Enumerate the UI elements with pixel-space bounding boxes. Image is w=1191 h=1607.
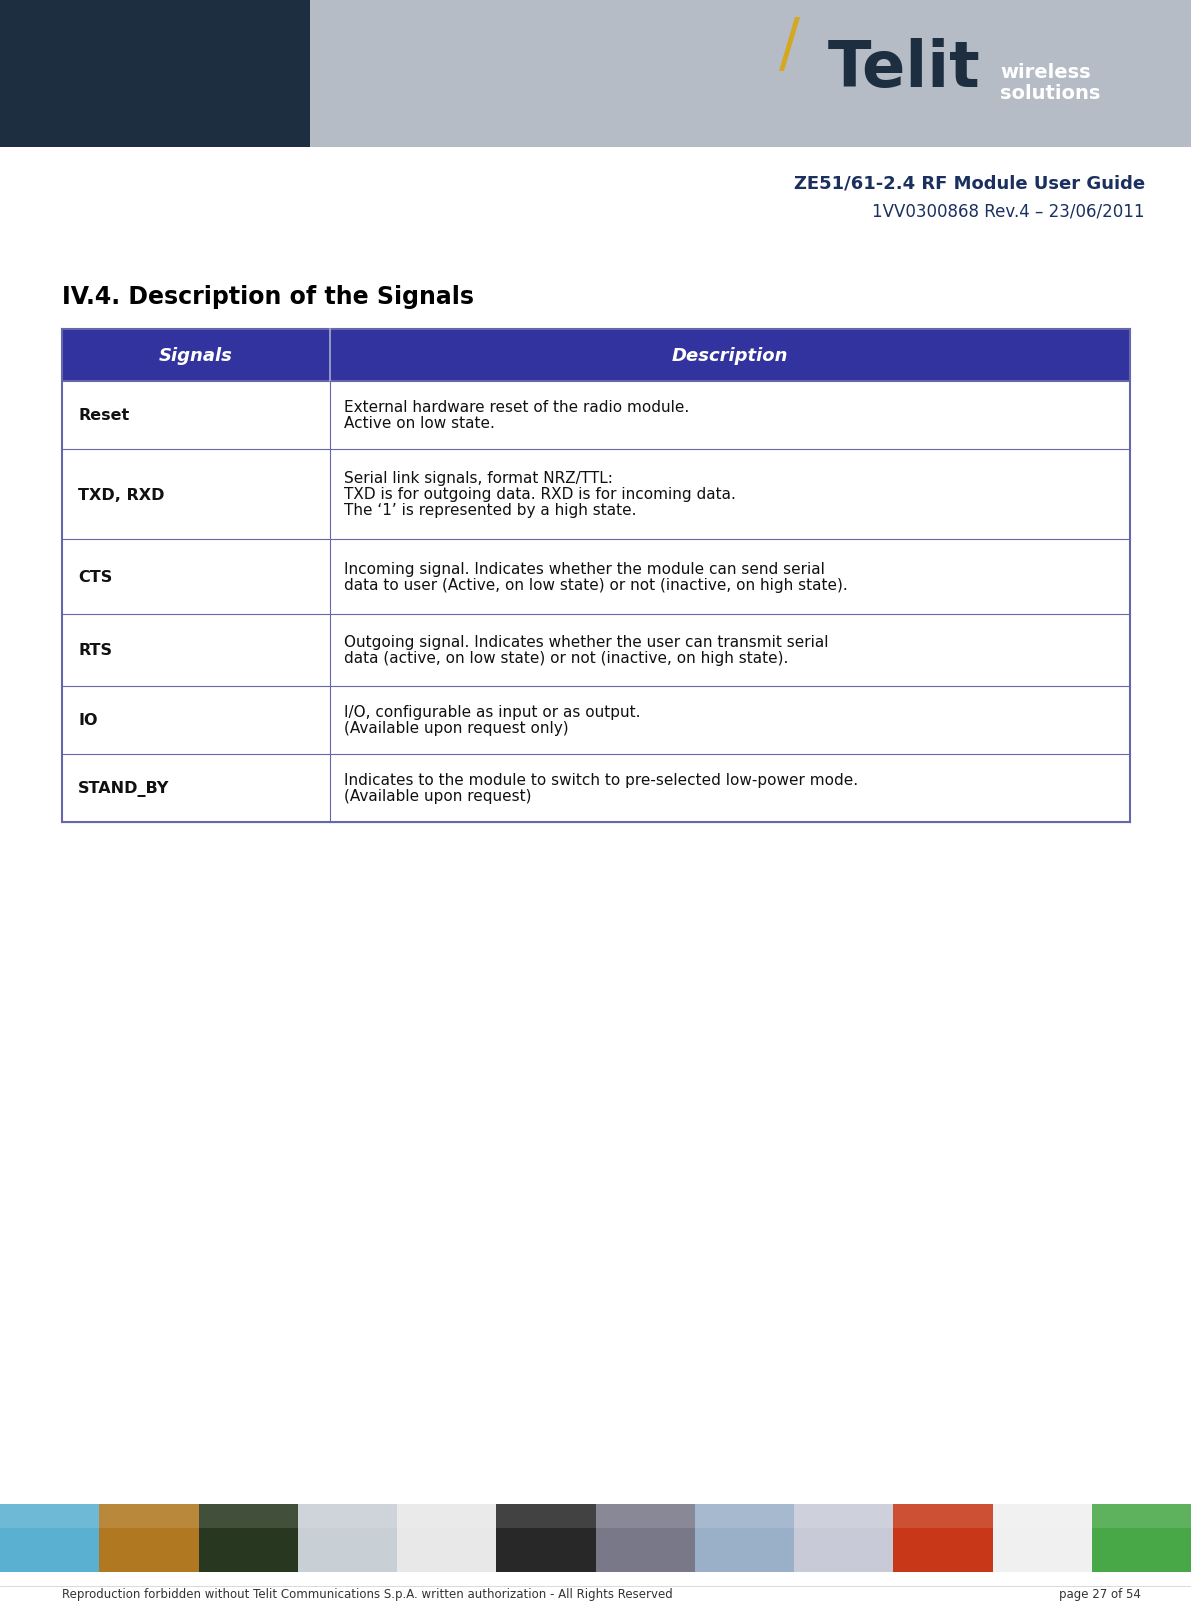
Text: TXD is for outgoing data. RXD is for incoming data.: TXD is for outgoing data. RXD is for inc… [344,487,736,501]
Bar [62,540,1130,614]
Text: I/O, configurable as input or as output.: I/O, configurable as input or as output. [344,705,641,720]
Text: CTS: CTS [77,569,112,585]
Bar [0,1504,99,1572]
Bar [0,1504,99,1528]
Bar [62,614,1130,686]
Bar [497,1504,596,1572]
Bar [310,0,1191,148]
Text: page 27 of 54: page 27 of 54 [1059,1588,1141,1601]
Polygon shape [779,18,800,72]
Text: Indicates to the module to switch to pre-selected low-power mode.: Indicates to the module to switch to pre… [344,773,859,787]
Bar [893,1504,992,1528]
Text: Description: Description [672,347,788,365]
Text: Signals: Signals [160,347,233,365]
Bar [1092,1504,1191,1572]
Bar [298,1504,397,1572]
Text: data (active, on low state) or not (inactive, on high state).: data (active, on low state) or not (inac… [344,651,788,665]
Bar [199,1504,298,1528]
Bar [62,382,1130,450]
Bar [794,1504,893,1528]
Bar [694,1504,794,1528]
Text: 1VV0300868 Rev.4 – 23/06/2011: 1VV0300868 Rev.4 – 23/06/2011 [873,202,1145,220]
Text: STAND_BY: STAND_BY [77,781,169,797]
Text: RTS: RTS [77,643,112,659]
Bar [99,1504,199,1572]
Bar [298,1504,397,1528]
Bar [596,1504,694,1528]
Text: Outgoing signal. Indicates whether the user can transmit serial: Outgoing signal. Indicates whether the u… [344,635,829,651]
Text: IV.4. Description of the Signals: IV.4. Description of the Signals [62,284,474,309]
Text: Reset: Reset [77,408,130,423]
Text: wireless: wireless [1000,63,1091,82]
Text: (Available upon request): (Available upon request) [344,789,531,804]
Bar [992,1504,1092,1528]
Bar [0,0,310,148]
Bar [497,1504,596,1528]
Bar [1092,1504,1191,1528]
Text: External hardware reset of the radio module.: External hardware reset of the radio mod… [344,400,690,415]
Text: Serial link signals, format NRZ/TTL:: Serial link signals, format NRZ/TTL: [344,471,613,487]
Bar [199,1504,298,1572]
Bar [99,1504,199,1528]
Text: Reproduction forbidden without Telit Communications S.p.A. written authorization: Reproduction forbidden without Telit Com… [62,1588,673,1601]
Text: IO: IO [77,714,98,728]
Bar [992,1504,1092,1572]
Bar [62,450,1130,540]
Text: TXD, RXD: TXD, RXD [77,487,164,501]
Text: (Available upon request only): (Available upon request only) [344,722,568,736]
Text: The ‘1’ is represented by a high state.: The ‘1’ is represented by a high state. [344,503,636,517]
Text: ZE51/61-2.4 RF Module User Guide: ZE51/61-2.4 RF Module User Guide [794,175,1145,193]
Bar [62,686,1130,755]
Bar [397,1504,497,1528]
Bar [596,1504,694,1572]
Bar [62,329,1130,382]
Text: Incoming signal. Indicates whether the module can send serial: Incoming signal. Indicates whether the m… [344,562,825,577]
Bar [397,1504,497,1572]
Text: solutions: solutions [1000,84,1100,103]
Bar [893,1504,992,1572]
Bar [694,1504,794,1572]
Bar [62,755,1130,823]
Text: Telit: Telit [828,39,980,100]
Text: data to user (Active, on low state) or not (inactive, on high state).: data to user (Active, on low state) or n… [344,577,848,593]
Bar [794,1504,893,1572]
Text: Active on low state.: Active on low state. [344,416,495,431]
